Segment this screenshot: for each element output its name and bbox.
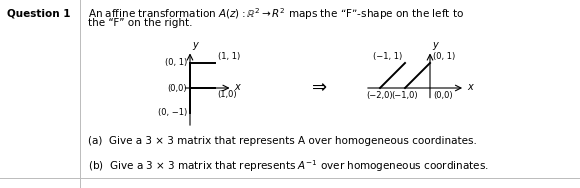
Text: (0,0): (0,0) <box>168 83 187 92</box>
Text: (0, 1): (0, 1) <box>165 58 187 67</box>
Text: (−2,0): (−2,0) <box>367 91 393 100</box>
Text: (0, −1): (0, −1) <box>158 108 187 118</box>
Text: Question 1: Question 1 <box>7 8 71 18</box>
Text: the “F” on the right.: the “F” on the right. <box>88 18 193 28</box>
Text: (1,0): (1,0) <box>217 90 237 99</box>
Text: (a)  Give a 3 × 3 matrix that represents A over homogeneous coordinates.: (a) Give a 3 × 3 matrix that represents … <box>88 136 477 146</box>
Text: x: x <box>467 82 473 92</box>
Text: y: y <box>192 40 198 50</box>
Text: (b)  Give a 3 × 3 matrix that represents $A^{-1}$ over homogeneous coordinates.: (b) Give a 3 × 3 matrix that represents … <box>88 158 489 174</box>
Text: $\Rightarrow$: $\Rightarrow$ <box>308 77 328 95</box>
Text: (−1,0): (−1,0) <box>392 91 418 100</box>
Text: (0, 1): (0, 1) <box>433 52 455 61</box>
Text: (1, 1): (1, 1) <box>218 52 240 61</box>
Text: (0,0): (0,0) <box>433 91 452 100</box>
Text: (−1, 1): (−1, 1) <box>373 52 402 61</box>
Text: x: x <box>234 82 240 92</box>
Text: y: y <box>432 40 438 50</box>
Text: An affine transformation $A(z) : \mathbb{R}^2 \rightarrow R^2$ maps the “F”-shap: An affine transformation $A(z) : \mathbb… <box>88 6 464 22</box>
